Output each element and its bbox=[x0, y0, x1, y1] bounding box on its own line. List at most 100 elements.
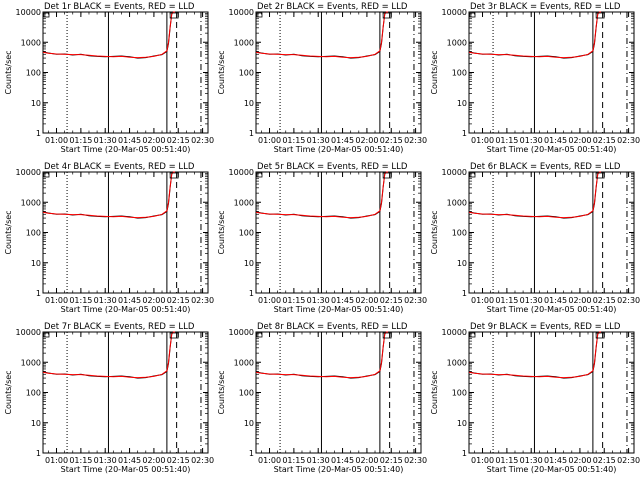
x-tick-label: 01:15 bbox=[69, 456, 92, 465]
y-tick-label: 1 bbox=[249, 289, 254, 298]
x-tick-label: 01:15 bbox=[282, 136, 305, 145]
events-series-line bbox=[255, 171, 388, 219]
x-tick-label: 02:00 bbox=[142, 456, 165, 465]
y-tick-label: 1000 bbox=[447, 358, 467, 367]
y-tick-label: 1000 bbox=[21, 198, 41, 207]
events-series-line bbox=[255, 331, 388, 379]
x-tick-label: 02:15 bbox=[593, 136, 616, 145]
peak-marker-box bbox=[169, 172, 179, 179]
y-tick-label: 10 bbox=[31, 259, 41, 268]
y-tick-label: 10000 bbox=[442, 168, 467, 177]
plot-frame bbox=[42, 171, 209, 294]
lld-series-line bbox=[468, 171, 601, 219]
detector-panel: Det 6r BLACK = Events, RED = LLD 1 10 100 10… bbox=[430, 162, 640, 314]
x-axis-label: Start Time (20-Mar-05 00:51:40) bbox=[487, 145, 617, 154]
x-tick-label: 01:00 bbox=[471, 456, 494, 465]
y-tick-label: 100 bbox=[239, 389, 254, 398]
y-axis-label: Counts/sec bbox=[4, 370, 13, 414]
lld-series-line bbox=[255, 171, 388, 219]
panel-title: Det 6r BLACK = Events, RED = LLD bbox=[470, 162, 621, 172]
x-tick-label: 02:00 bbox=[355, 456, 378, 465]
x-tick-label: 02:30 bbox=[191, 456, 214, 465]
x-tick-label: 01:15 bbox=[282, 456, 305, 465]
x-tick-label: 01:30 bbox=[307, 296, 330, 305]
x-axis-label: Start Time (20-Mar-05 00:51:40) bbox=[274, 145, 404, 154]
y-tick-label: 1 bbox=[462, 289, 467, 298]
peak-marker-box bbox=[595, 12, 605, 19]
x-tick-label: 01:30 bbox=[94, 296, 117, 305]
x-tick-label: 01:45 bbox=[118, 296, 141, 305]
y-tick-label: 1000 bbox=[234, 198, 254, 207]
y-tick-label: 1 bbox=[249, 449, 254, 458]
y-tick-label: 10000 bbox=[16, 168, 41, 177]
x-tick-label: 02:15 bbox=[380, 136, 403, 145]
lld-series-line bbox=[255, 11, 388, 59]
x-axis-label: Start Time (20-Mar-05 00:51:40) bbox=[274, 305, 404, 314]
detector-panel: Det 2r BLACK = Events, RED = LLD 1 10 100 10… bbox=[217, 2, 427, 154]
y-tick-label: 100 bbox=[452, 69, 467, 78]
y-tick-label: 1 bbox=[462, 129, 467, 138]
y-tick-label: 1000 bbox=[234, 358, 254, 367]
x-tick-label: 01:45 bbox=[331, 456, 354, 465]
x-tick-label: 01:00 bbox=[45, 456, 68, 465]
y-tick-label: 1 bbox=[462, 449, 467, 458]
y-tick-label: 1 bbox=[36, 289, 41, 298]
x-tick-label: 01:45 bbox=[544, 456, 567, 465]
x-tick-label: 02:00 bbox=[142, 296, 165, 305]
plot-frame bbox=[468, 11, 635, 134]
y-axis-label: Counts/sec bbox=[217, 50, 226, 94]
panel-title: Det 1r BLACK = Events, RED = LLD bbox=[44, 2, 195, 12]
y-axis-label: Counts/sec bbox=[430, 370, 439, 414]
y-axis-label: Counts/sec bbox=[430, 50, 439, 94]
x-axis-label: Start Time (20-Mar-05 00:51:40) bbox=[487, 465, 617, 474]
y-tick-label: 1000 bbox=[234, 38, 254, 47]
x-tick-label: 02:15 bbox=[380, 296, 403, 305]
y-tick-label: 100 bbox=[239, 69, 254, 78]
lld-series-line bbox=[42, 331, 175, 379]
y-tick-label: 1 bbox=[36, 129, 41, 138]
events-series-line bbox=[255, 11, 388, 59]
y-tick-label: 1 bbox=[249, 129, 254, 138]
x-tick-label: 02:00 bbox=[568, 456, 591, 465]
events-series-line bbox=[42, 11, 175, 59]
peak-marker-box bbox=[595, 172, 605, 179]
y-tick-label: 10 bbox=[457, 419, 467, 428]
x-tick-label: 01:15 bbox=[495, 296, 518, 305]
events-series-line bbox=[468, 171, 601, 219]
x-tick-label: 02:00 bbox=[355, 296, 378, 305]
x-tick-label: 02:30 bbox=[191, 296, 214, 305]
detector-panel: Det 5r BLACK = Events, RED = LLD 1 10 100 10… bbox=[217, 162, 427, 314]
peak-marker-box bbox=[169, 12, 179, 19]
y-tick-label: 10 bbox=[457, 259, 467, 268]
x-axis-label: Start Time (20-Mar-05 00:51:40) bbox=[61, 145, 191, 154]
peak-marker-box bbox=[382, 332, 392, 339]
x-tick-label: 01:30 bbox=[520, 136, 543, 145]
peak-marker-box bbox=[382, 172, 392, 179]
y-axis-label: Counts/sec bbox=[217, 370, 226, 414]
y-tick-label: 100 bbox=[26, 69, 41, 78]
x-tick-label: 01:00 bbox=[258, 136, 281, 145]
x-tick-label: 02:00 bbox=[568, 296, 591, 305]
x-tick-label: 02:15 bbox=[380, 456, 403, 465]
y-tick-label: 10 bbox=[244, 259, 254, 268]
y-axis-label: Counts/sec bbox=[430, 210, 439, 254]
detector-panel: Det 9r BLACK = Events, RED = LLD 1 10 100 10… bbox=[430, 322, 640, 474]
x-tick-label: 01:45 bbox=[331, 296, 354, 305]
x-tick-label: 01:30 bbox=[94, 456, 117, 465]
x-tick-label: 01:00 bbox=[471, 136, 494, 145]
x-tick-label: 02:15 bbox=[167, 136, 190, 145]
plot-frame bbox=[42, 331, 209, 454]
panel-title: Det 2r BLACK = Events, RED = LLD bbox=[257, 2, 408, 12]
y-tick-label: 10000 bbox=[442, 328, 467, 337]
x-tick-label: 02:30 bbox=[404, 296, 427, 305]
y-tick-label: 10000 bbox=[229, 328, 254, 337]
y-tick-label: 100 bbox=[452, 229, 467, 238]
x-tick-label: 01:00 bbox=[471, 296, 494, 305]
plot-frame bbox=[255, 11, 422, 134]
y-tick-label: 100 bbox=[239, 229, 254, 238]
y-tick-label: 100 bbox=[26, 229, 41, 238]
x-tick-label: 01:15 bbox=[495, 456, 518, 465]
x-tick-label: 01:15 bbox=[69, 136, 92, 145]
events-series-line bbox=[468, 331, 601, 379]
